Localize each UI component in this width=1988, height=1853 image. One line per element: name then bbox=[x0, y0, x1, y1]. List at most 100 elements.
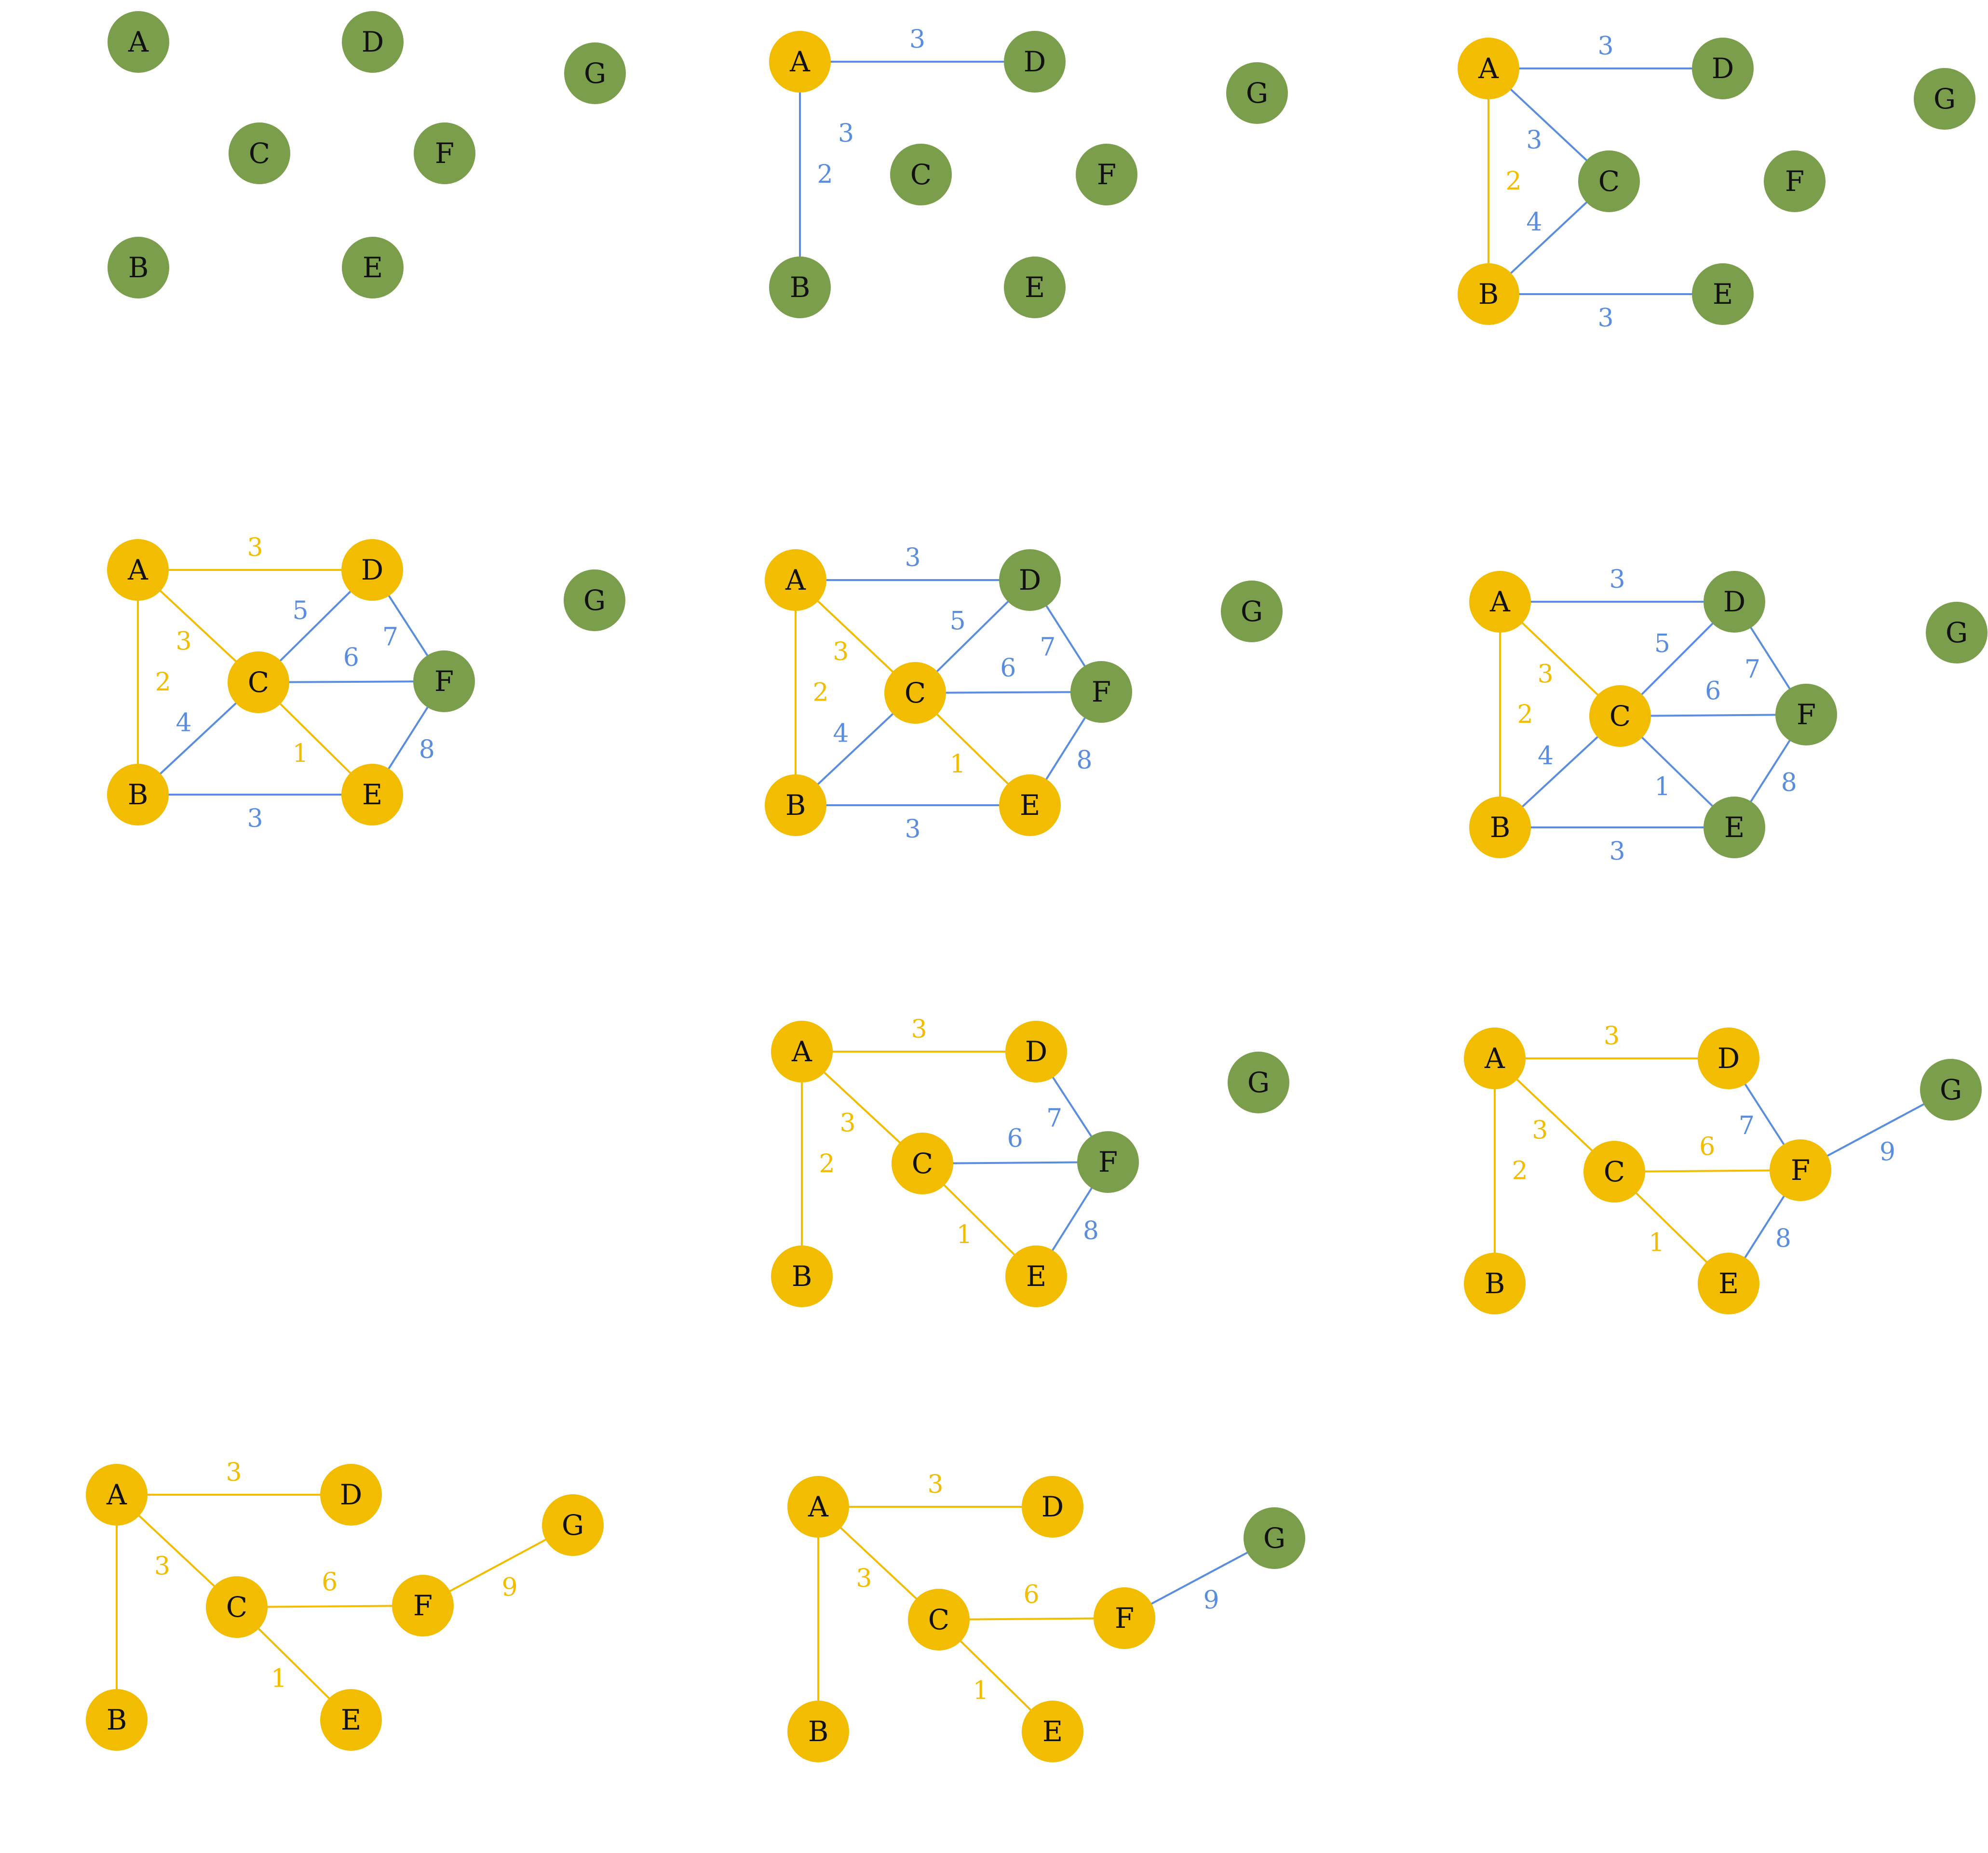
edge-weight-label: 1 bbox=[293, 739, 309, 768]
node-f: F bbox=[414, 122, 475, 184]
node-g: G bbox=[1226, 62, 1288, 124]
node-g: G bbox=[542, 1494, 604, 1556]
node-d: D bbox=[1698, 1028, 1759, 1089]
node-circle bbox=[341, 539, 403, 601]
node-circle bbox=[320, 1464, 382, 1526]
panel-10-edge-labels: 3 3 6 1 9 bbox=[856, 1470, 1219, 1705]
node-label: F bbox=[1097, 158, 1116, 191]
node-d: D bbox=[341, 539, 403, 601]
node-a: A bbox=[108, 11, 169, 73]
node-circle bbox=[107, 539, 169, 601]
node-d: D bbox=[320, 1464, 382, 1526]
node-label: A bbox=[785, 564, 806, 596]
edge-weight-label: 3 bbox=[838, 119, 854, 148]
edge-weight-label: 5 bbox=[950, 607, 966, 636]
node-b: B bbox=[771, 1245, 833, 1307]
node-b: B bbox=[86, 1689, 148, 1751]
node-e: E bbox=[320, 1689, 382, 1751]
node-circle bbox=[1004, 31, 1066, 93]
node-circle bbox=[890, 144, 952, 205]
edge-weight-label: 3 bbox=[911, 1015, 927, 1044]
node-c: C bbox=[1578, 150, 1640, 212]
edge-weight-label: 6 bbox=[343, 643, 359, 672]
node-circle bbox=[341, 764, 403, 825]
node-label: B bbox=[107, 1704, 127, 1736]
node-circle bbox=[1022, 1476, 1083, 1538]
edge-weight-label: 3 bbox=[1609, 565, 1625, 594]
node-circle bbox=[1704, 571, 1765, 633]
node-label: G bbox=[584, 57, 606, 90]
node-circle bbox=[107, 764, 169, 825]
node-a: A bbox=[107, 539, 169, 601]
node-circle bbox=[1770, 1139, 1831, 1201]
node-label: F bbox=[1098, 1146, 1118, 1178]
node-circle bbox=[771, 1021, 833, 1082]
node-label: C bbox=[249, 137, 270, 170]
node-d: D bbox=[1692, 38, 1754, 99]
edge-weight-label: 3 bbox=[927, 1470, 943, 1499]
edge-weight-label: 6 bbox=[1699, 1133, 1715, 1162]
edge-weight-label: 3 bbox=[833, 637, 849, 666]
edge-weight-label: 2 bbox=[1517, 700, 1533, 729]
edge-weight-label: 9 bbox=[1203, 1586, 1219, 1615]
node-circle bbox=[1583, 1141, 1645, 1203]
node-c: C bbox=[892, 1133, 953, 1194]
node-circle bbox=[1692, 38, 1754, 99]
edge-weight-label: 3 bbox=[1597, 32, 1613, 61]
node-label: D bbox=[1025, 1035, 1048, 1068]
edge-weight-label: 6 bbox=[322, 1568, 338, 1597]
node-label: B bbox=[790, 271, 811, 304]
node-d: D bbox=[342, 11, 404, 73]
node-label: B bbox=[1485, 1267, 1505, 1300]
node-label: C bbox=[912, 1147, 933, 1180]
node-label: G bbox=[1263, 1522, 1285, 1555]
node-label: E bbox=[1020, 789, 1040, 822]
edge-weight-label: 3 bbox=[247, 533, 263, 562]
node-circle bbox=[1458, 38, 1519, 99]
edge-weight-label: 2 bbox=[812, 678, 828, 707]
node-circle bbox=[414, 122, 475, 184]
node-circle bbox=[1920, 1059, 1982, 1121]
node-circle bbox=[1704, 797, 1765, 858]
edge-weight-label: 1 bbox=[973, 1676, 989, 1705]
edge-weight-label: 3 bbox=[176, 627, 191, 656]
panel-8-nodes: A D G C F B E bbox=[1464, 1028, 1982, 1314]
edge-c-f bbox=[938, 1617, 1125, 1621]
node-label: F bbox=[1797, 698, 1816, 731]
node-label: A bbox=[1489, 585, 1511, 618]
edge-weight-label: 2 bbox=[817, 160, 833, 189]
node-label: C bbox=[226, 1591, 247, 1623]
node-label: B bbox=[792, 1260, 812, 1293]
node-g: G bbox=[564, 569, 625, 631]
node-circle bbox=[1698, 1253, 1759, 1314]
node-a: A bbox=[1464, 1028, 1526, 1089]
edge-weight-label: 7 bbox=[1040, 633, 1055, 662]
node-label: A bbox=[791, 1035, 812, 1068]
node-label: G bbox=[1946, 616, 1968, 649]
node-f: F bbox=[413, 650, 475, 712]
node-circle bbox=[1076, 144, 1137, 205]
edge-weight-label: 8 bbox=[1781, 769, 1797, 798]
panel-7-nodes: A D G C F B E bbox=[771, 1021, 1289, 1307]
edge-weight-label: 3 bbox=[909, 25, 925, 54]
node-a: A bbox=[769, 31, 831, 93]
node-g: G bbox=[1228, 1052, 1289, 1113]
node-b: B bbox=[108, 237, 169, 298]
node-f: F bbox=[1094, 1587, 1155, 1649]
node-label: E bbox=[341, 1704, 361, 1736]
node-label: E bbox=[1042, 1715, 1063, 1748]
edge-weight-label: 4 bbox=[833, 719, 849, 748]
node-label: A bbox=[128, 26, 149, 58]
node-circle bbox=[1244, 1507, 1305, 1569]
node-c: C bbox=[206, 1576, 268, 1638]
edge-weight-label: 3 bbox=[1526, 126, 1542, 155]
node-label: E bbox=[1718, 1267, 1739, 1300]
node-label: E bbox=[1025, 271, 1045, 304]
node-b: B bbox=[787, 1701, 849, 1762]
node-circle bbox=[769, 257, 831, 318]
node-f: F bbox=[1070, 661, 1132, 723]
edge-weight-label: 1 bbox=[956, 1220, 972, 1249]
node-label: D bbox=[1723, 585, 1746, 618]
